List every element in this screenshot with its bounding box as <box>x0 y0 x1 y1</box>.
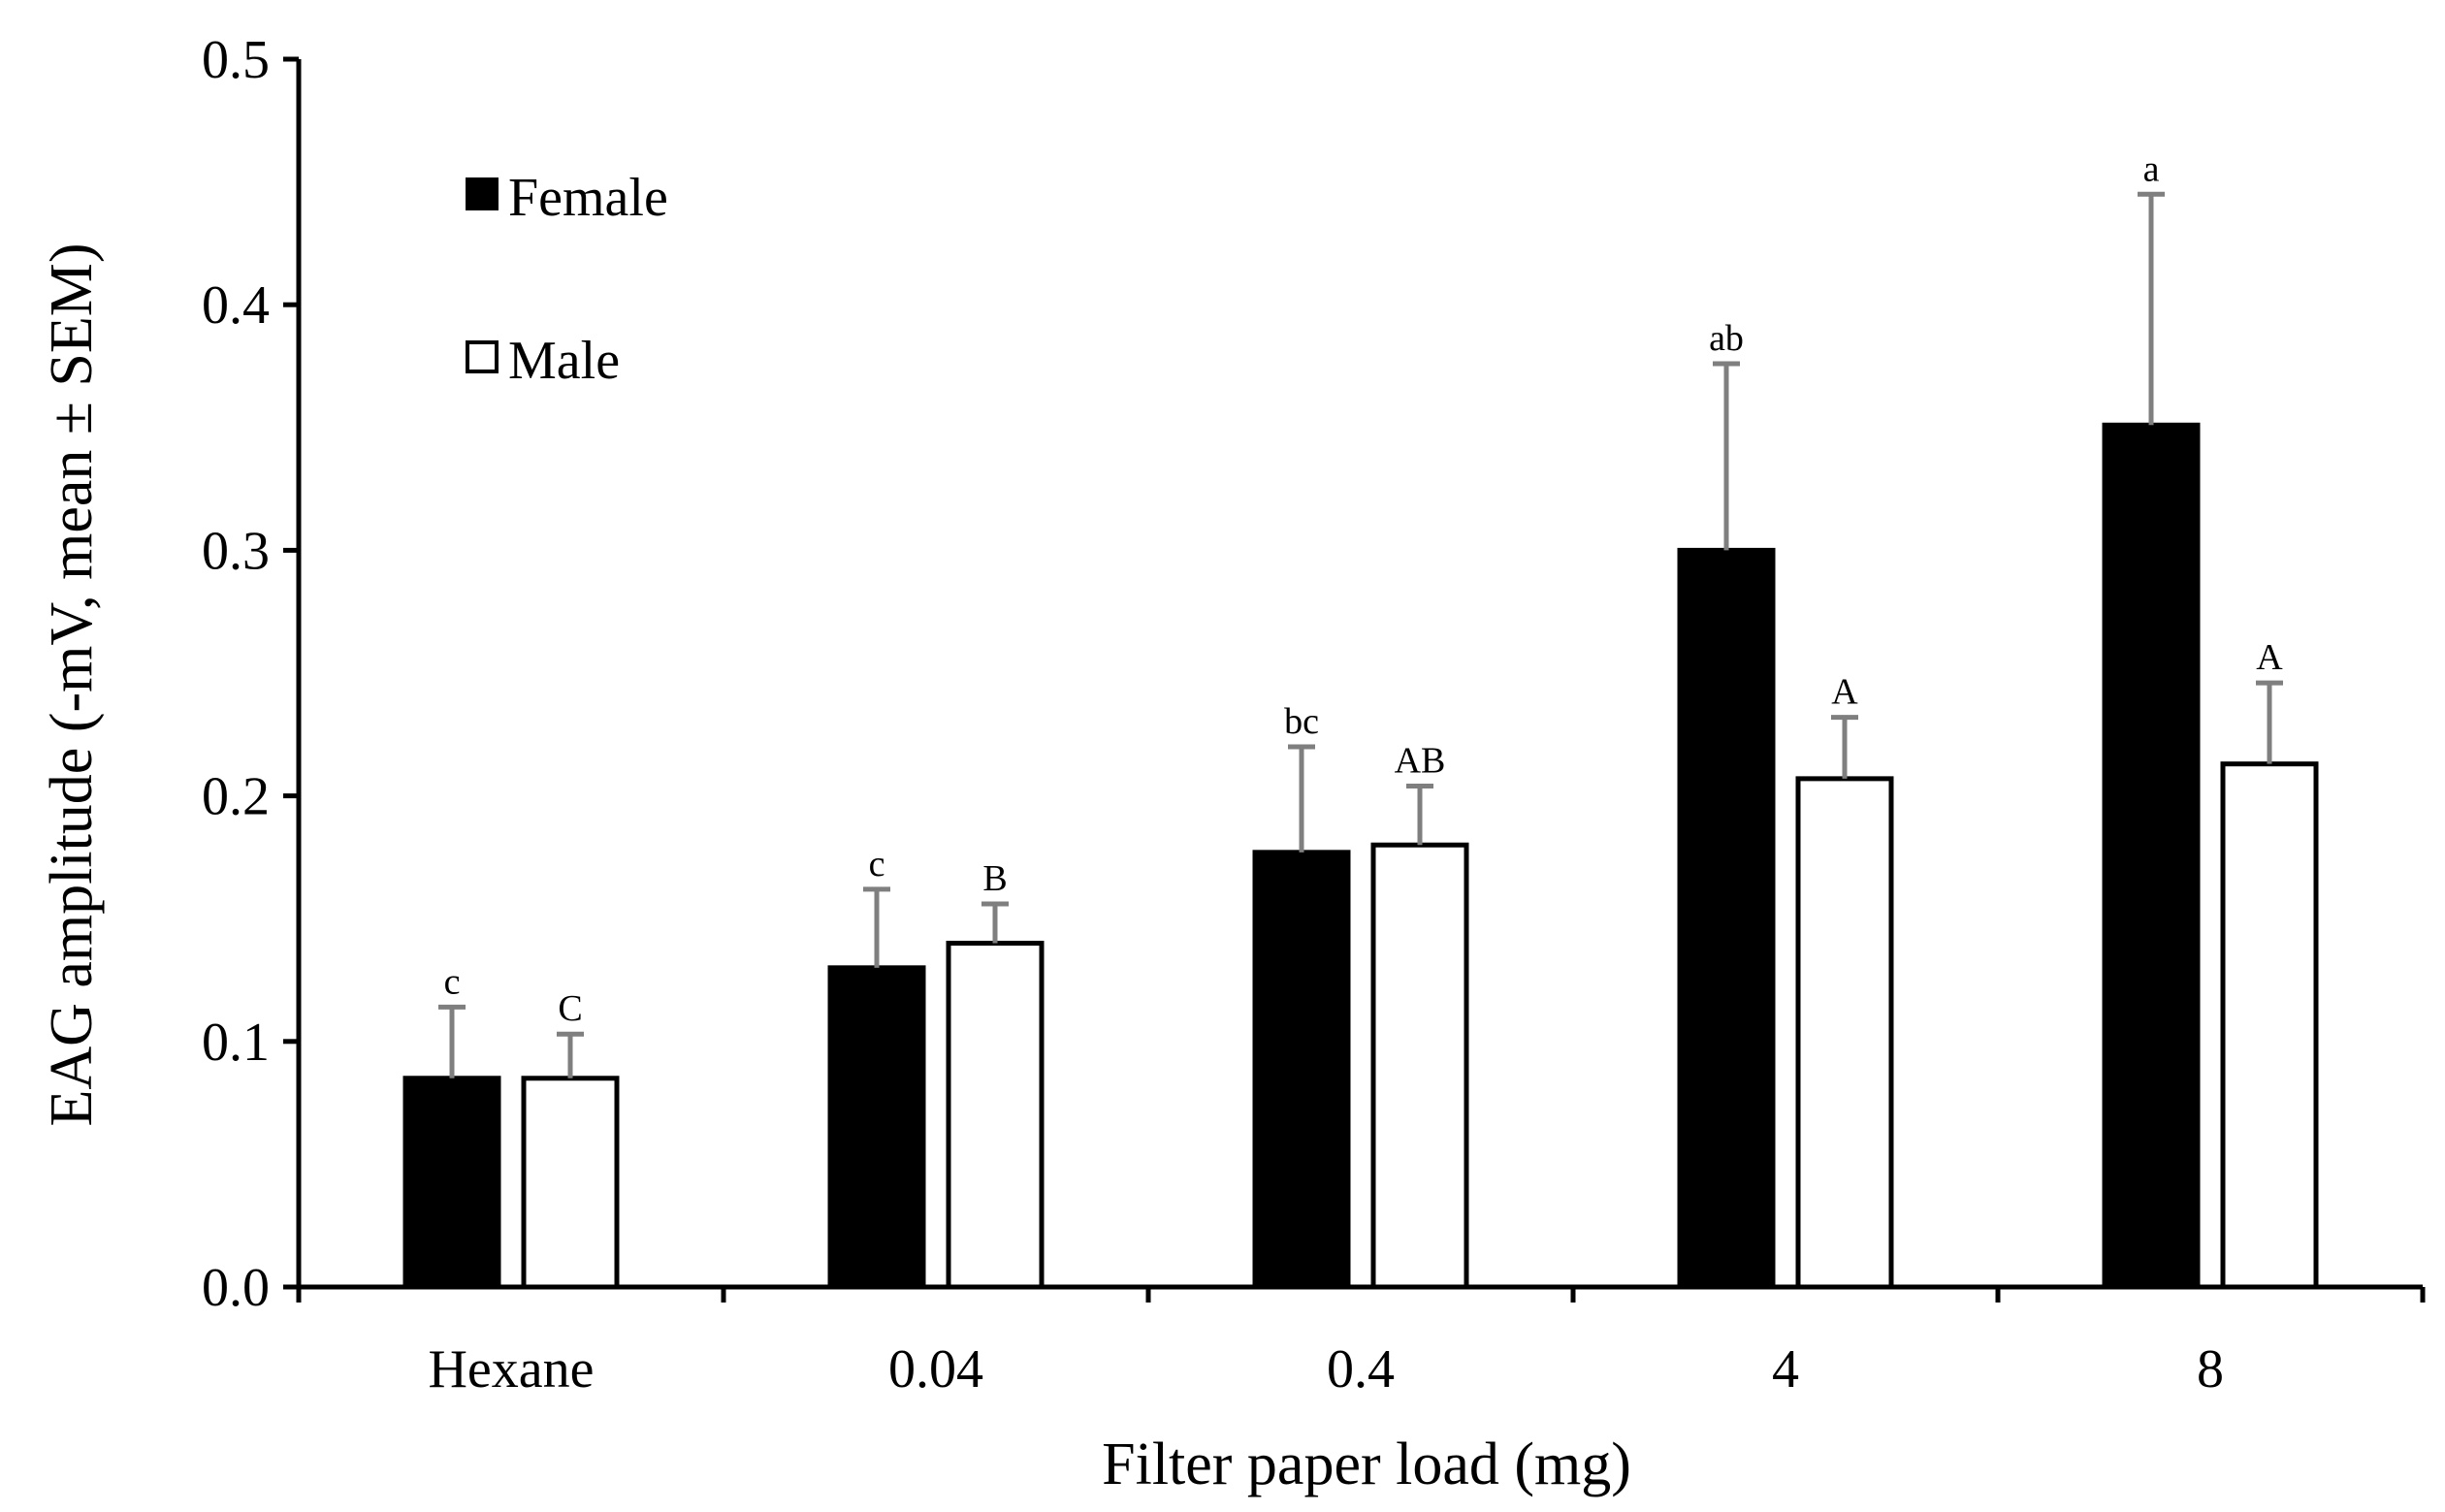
significance-label: bc <box>1284 701 1319 742</box>
y-tick-label: 0.1 <box>202 1013 270 1073</box>
category-label: 4 <box>1772 1339 1799 1399</box>
y-ticks: 0.0 0.1 0.2 0.3 0.4 0.5 <box>202 30 299 1318</box>
y-tick-label: 0.4 <box>202 275 270 336</box>
category-label: 0.04 <box>888 1339 983 1399</box>
bar-female <box>402 1076 501 1290</box>
bar-male <box>946 941 1045 1290</box>
bar-male <box>2220 761 2319 1290</box>
error-bars-layer <box>438 191 2283 1078</box>
y-tick-label: 0.3 <box>202 521 270 581</box>
y-tick-label: 0.2 <box>202 767 270 827</box>
bar-female <box>1252 850 1351 1290</box>
category-label: 0.4 <box>1327 1339 1395 1399</box>
x-axis-title: Filter paper load (mg) <box>1102 1432 1631 1497</box>
bar-male <box>521 1076 620 1290</box>
bar-male <box>1795 776 1894 1290</box>
legend-label-female: Female <box>508 168 668 228</box>
category-labels: Hexane 0.04 0.4 4 8 <box>428 1339 2224 1399</box>
x-ticks <box>296 1287 2426 1303</box>
bar-female <box>1677 547 1776 1290</box>
legend-swatch-female <box>466 177 499 210</box>
significance-label: A <box>1831 672 1858 713</box>
significance-label: AB <box>1395 740 1446 781</box>
significance-labels-layer: c Cc Bbc AB ab Aa A <box>444 148 2284 1029</box>
significance-label: c <box>869 844 885 885</box>
significance-label: c <box>444 961 461 1002</box>
bar-female <box>827 965 926 1290</box>
bars-layer <box>402 422 2319 1290</box>
significance-label: A <box>2256 637 2283 678</box>
significance-label: a <box>2143 148 2160 189</box>
y-axis-title: EAG amplitude (-mV, mean ± SEM) <box>39 242 105 1126</box>
category-label: 8 <box>2197 1339 2224 1399</box>
category-label: Hexane <box>428 1339 594 1399</box>
legend-swatch-male <box>466 340 499 373</box>
legend: Female Male <box>466 168 668 391</box>
y-tick-label: 0.0 <box>202 1258 270 1318</box>
significance-label: ab <box>1709 318 1744 359</box>
bar-female <box>2102 422 2201 1290</box>
y-tick-label: 0.5 <box>202 30 270 90</box>
bar-male <box>1370 842 1469 1290</box>
significance-label: B <box>982 858 1007 899</box>
legend-label-male: Male <box>508 331 620 391</box>
significance-label: C <box>558 988 582 1029</box>
